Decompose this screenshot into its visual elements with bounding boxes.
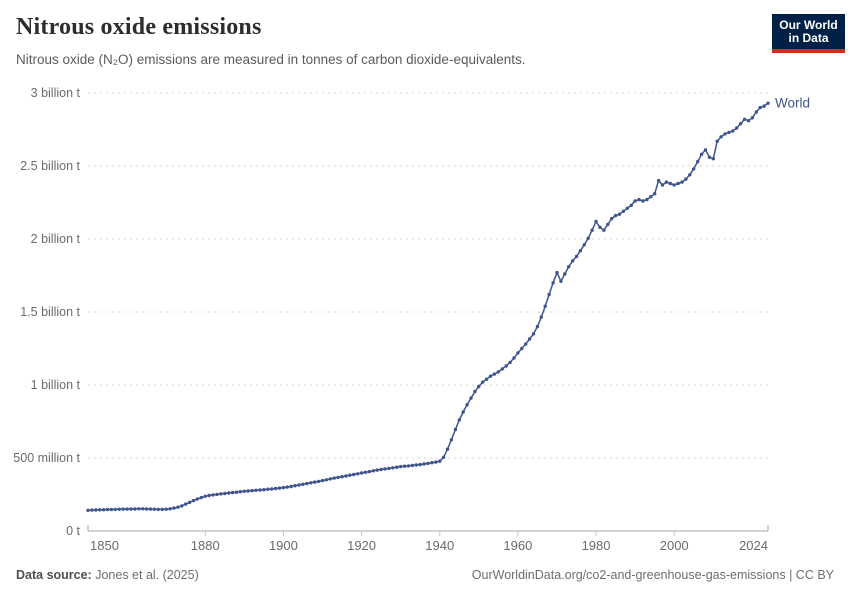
x-axis-labels: 1850 1880 1900 1920 1940 1960 1980 2000 2024 <box>90 538 768 553</box>
svg-text:1940: 1940 <box>425 538 454 553</box>
chart-subtitle: Nitrous oxide (N₂O) emissions are measur… <box>16 52 526 67</box>
svg-text:1850: 1850 <box>90 538 119 553</box>
svg-text:1900: 1900 <box>269 538 298 553</box>
svg-text:1980: 1980 <box>582 538 611 553</box>
emissions-points-world[interactable] <box>86 101 770 513</box>
svg-text:1.5 billion t: 1.5 billion t <box>20 305 80 319</box>
y-axis-labels: 0 t 500 million t 1 billion t 1.5 billion t… <box>13 86 80 538</box>
page-title: Nitrous oxide emissions <box>16 14 262 40</box>
svg-text:3 billion t: 3 billion t <box>31 86 81 100</box>
emissions-line-world[interactable] <box>87 102 769 512</box>
owid-logo[interactable]: Our World in Data <box>772 14 845 53</box>
chart-footer: Data source: Jones et al. (2025) OurWorl… <box>16 568 834 582</box>
x-axis <box>87 525 769 536</box>
logo-text-line1: Our World <box>779 18 838 32</box>
svg-text:1960: 1960 <box>503 538 532 553</box>
y-gridlines <box>88 92 768 459</box>
data-source-value: Jones et al. (2025) <box>95 568 199 582</box>
svg-text:1880: 1880 <box>191 538 220 553</box>
svg-text:1920: 1920 <box>347 538 376 553</box>
svg-text:0 t: 0 t <box>66 524 80 538</box>
svg-text:2000: 2000 <box>660 538 689 553</box>
footer-note[interactable]: OurWorldinData.org/co2-and-greenhouse-ga… <box>471 568 834 582</box>
series-label-world[interactable]: World <box>775 96 810 111</box>
data-source-label: Data source: <box>16 568 92 582</box>
svg-text:2024: 2024 <box>739 538 768 553</box>
svg-text:500 million t: 500 million t <box>13 451 80 465</box>
logo-text-line2: in Data <box>788 31 829 45</box>
svg-text:2 billion t: 2 billion t <box>31 232 81 246</box>
chart-svg[interactable]: 0 t 500 million t 1 billion t 1.5 billion t… <box>0 80 850 560</box>
data-source: Data source: Jones et al. (2025) <box>16 568 199 582</box>
svg-text:2.5 billion t: 2.5 billion t <box>20 159 80 173</box>
svg-text:1 billion t: 1 billion t <box>31 378 81 392</box>
